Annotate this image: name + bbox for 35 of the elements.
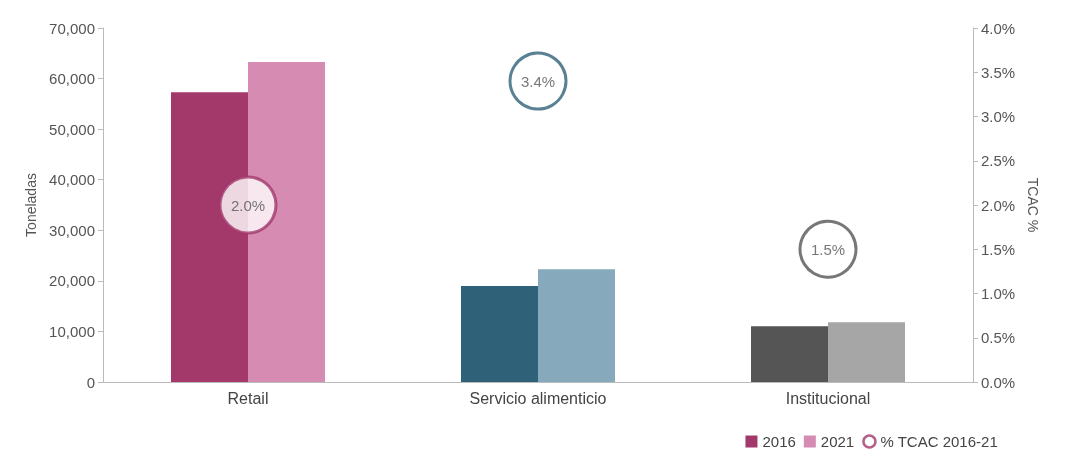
y2-tick-label: 0.5%: [981, 329, 1016, 347]
legend-label: % TCAC 2016-21: [880, 433, 998, 450]
y2-tick-label: 0.0%: [981, 373, 1016, 391]
data-label: 1.5%: [810, 240, 846, 258]
bar: [751, 326, 828, 382]
point: [218, 175, 278, 235]
y2-tick-label: 4.0%: [981, 19, 1016, 37]
point: [508, 51, 568, 111]
legend-label: 2021: [820, 433, 855, 450]
y-tick-label: 0: [86, 373, 95, 391]
data-label: 2.0%: [230, 196, 266, 214]
y2-tick-label: 2.0%: [981, 196, 1016, 214]
legend-label: 2016: [762, 433, 796, 450]
y-tick-label: 50,000: [49, 120, 95, 138]
y-tick-label: 10,000: [49, 322, 95, 340]
y2-tick-label: 1.5%: [981, 240, 1016, 258]
y2-axis-title: TCAC %: [1025, 177, 1042, 233]
x-tick-label: Servicio alimenticio: [469, 389, 607, 407]
y2-tick-label: 1.0%: [981, 285, 1016, 302]
y-axis-title: Toneladas: [23, 173, 40, 237]
y-tick-label: 60,000: [49, 70, 95, 88]
point: [798, 219, 858, 279]
y2-tick-label: 2.5%: [981, 152, 1016, 170]
y-tick-label: 70,000: [49, 19, 95, 37]
y2-tick-label: 3.0%: [981, 108, 1016, 125]
bar: [461, 285, 538, 382]
bar: [538, 269, 615, 382]
y-tick-label: 40,000: [49, 171, 95, 189]
y-tick-label: 30,000: [49, 221, 95, 239]
x-tick-label: Retail: [227, 389, 269, 407]
bar: [828, 322, 905, 382]
y2-tick-label: 3.5%: [981, 63, 1016, 81]
y-tick-label: 20,000: [49, 272, 95, 290]
x-tick-label: Institucional: [785, 389, 871, 407]
data-label: 3.4%: [520, 72, 556, 90]
